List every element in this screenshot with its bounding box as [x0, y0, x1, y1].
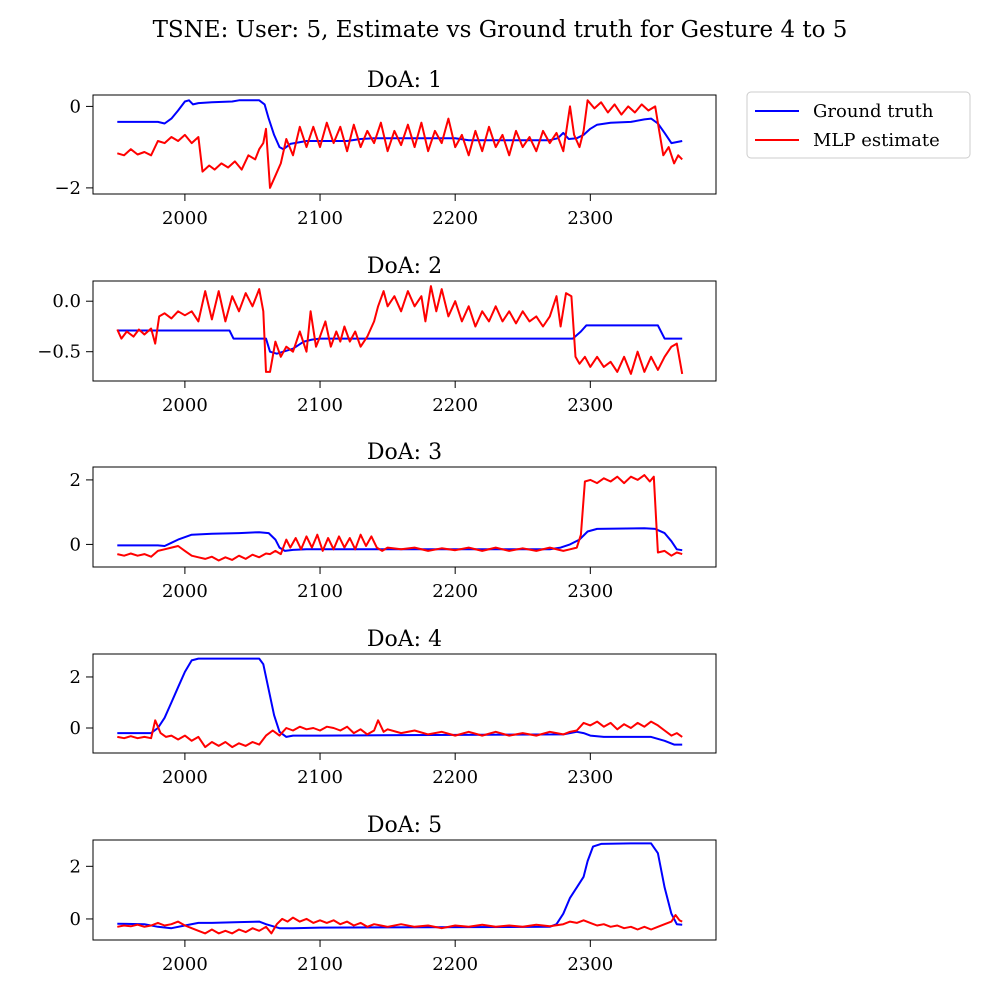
- subplot-title: DoA: 3: [367, 440, 442, 465]
- legend-label-mlp-estimate: MLP estimate: [813, 130, 940, 151]
- x-tick-label: 2300: [567, 954, 613, 975]
- subplot-title: DoA: 5: [367, 813, 442, 838]
- x-tick-label: 2000: [162, 581, 208, 602]
- series-line-mlp-estimate: [117, 474, 683, 562]
- legend-label-ground-truth: Ground truth: [813, 101, 934, 122]
- series-line-ground-truth: [117, 842, 683, 930]
- y-tick-label: 0: [70, 534, 81, 555]
- subplot-doa-2: DoA: 2 2000 2100 2200 2300 0.0 −0.5: [37, 254, 717, 416]
- series-line-mlp-estimate: [117, 99, 683, 189]
- y-tick-label: 0: [70, 718, 81, 739]
- series-line-mlp-estimate: [116, 285, 684, 375]
- x-tick-label: 2100: [297, 395, 343, 416]
- series-line-ground-truth: [117, 657, 683, 746]
- x-tick-label: 2300: [567, 581, 613, 602]
- x-tick-label: 2300: [567, 395, 613, 416]
- figure-title: TSNE: User: 5, Estimate vs Ground truth …: [153, 17, 848, 43]
- x-tick-label: 2200: [432, 767, 478, 788]
- legend: Ground truth MLP estimate: [746, 91, 971, 159]
- subplot-doa-5: DoA: 5 2000 2100 2200 2300 2 0: [70, 813, 717, 975]
- x-tick-label: 2200: [432, 208, 478, 229]
- series-line-mlp-estimate: [117, 719, 683, 749]
- subplot-doa-4: DoA: 4 2000 2100 2200 2300 2 0: [70, 627, 717, 788]
- x-tick-label: 2300: [567, 208, 613, 229]
- x-tick-label: 2200: [432, 395, 478, 416]
- y-tick-label: 0: [70, 909, 81, 930]
- y-tick-label: 2: [70, 856, 81, 877]
- subplot-doa-3: DoA: 3 2000 2100 2200 2300 2 0: [70, 440, 717, 602]
- legend-frame: [746, 91, 971, 159]
- y-tick-label: −2: [54, 178, 81, 199]
- subplot-title: DoA: 1: [367, 68, 442, 93]
- series-line-ground-truth: [117, 99, 683, 151]
- x-tick-label: 2000: [162, 395, 208, 416]
- y-tick-label: 0: [70, 96, 81, 117]
- series-line-ground-truth: [117, 527, 683, 552]
- axes-frame: [92, 653, 717, 754]
- subplot-doa-1: DoA: 1 2000 2100 2200 2300 0 −2: [54, 68, 717, 229]
- y-tick-label: 0.0: [52, 291, 81, 312]
- y-tick-label: 2: [70, 667, 81, 688]
- x-tick-label: 2000: [162, 767, 208, 788]
- axes-frame: [92, 466, 717, 568]
- x-tick-label: 2100: [297, 581, 343, 602]
- y-tick-label: −0.5: [37, 342, 81, 363]
- axes-frame: [92, 839, 717, 941]
- series-line-mlp-estimate: [117, 914, 683, 935]
- y-tick-label: 2: [70, 470, 81, 491]
- axes-frame: [92, 94, 717, 195]
- x-tick-label: 2000: [162, 208, 208, 229]
- x-tick-label: 2000: [162, 954, 208, 975]
- x-tick-label: 2100: [297, 954, 343, 975]
- x-tick-label: 2100: [297, 767, 343, 788]
- x-tick-label: 2300: [567, 767, 613, 788]
- x-tick-label: 2200: [432, 954, 478, 975]
- x-tick-label: 2100: [297, 208, 343, 229]
- axes-frame: [92, 280, 717, 382]
- subplot-title: DoA: 4: [367, 627, 442, 652]
- subplot-title: DoA: 2: [367, 254, 442, 279]
- x-tick-label: 2200: [432, 581, 478, 602]
